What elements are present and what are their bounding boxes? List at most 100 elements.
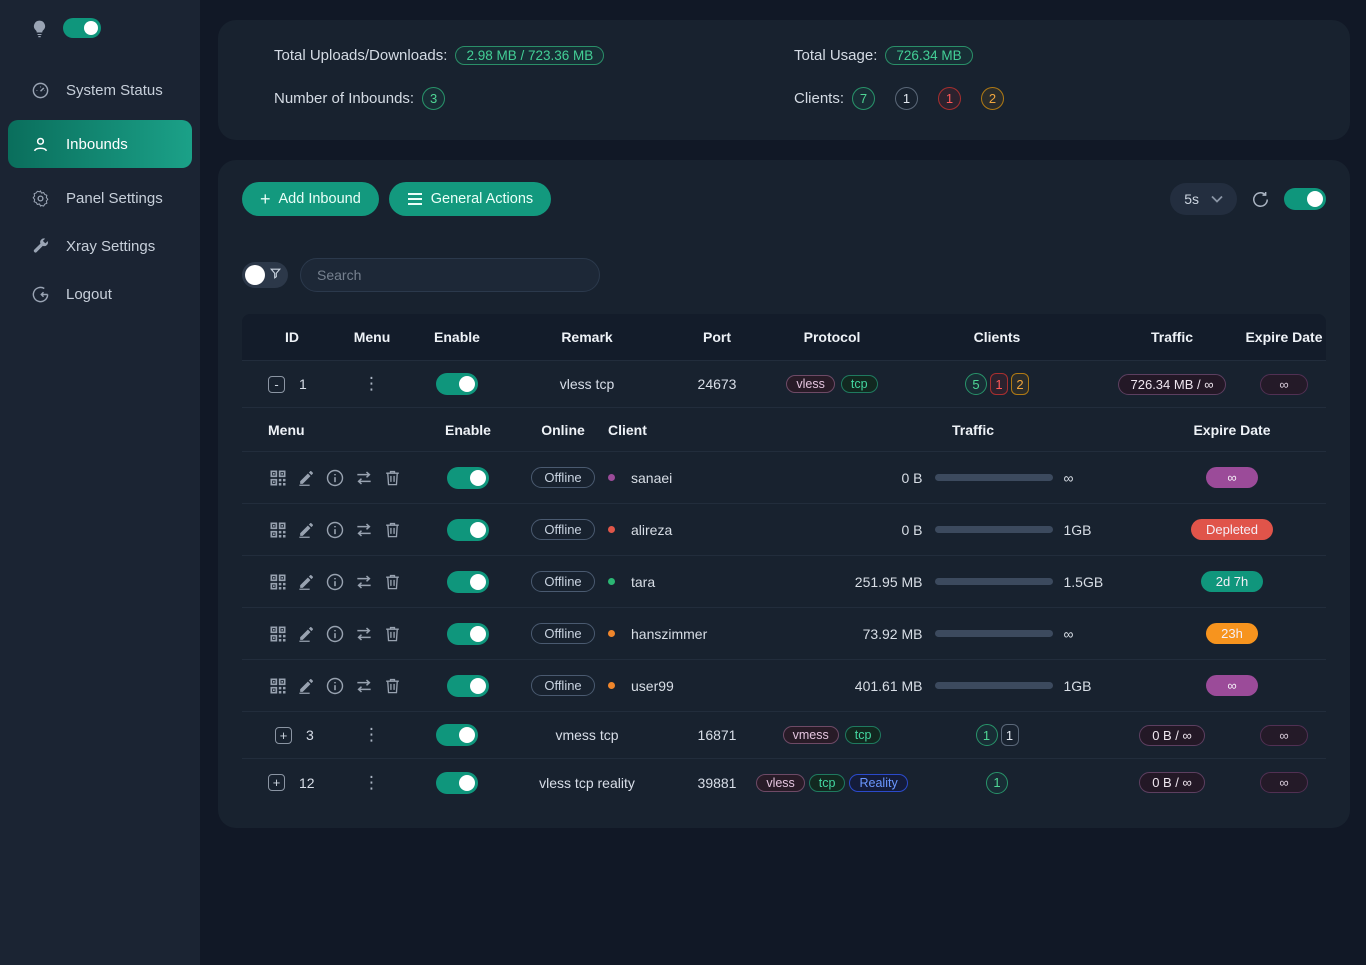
inbounds-table-header: ID Menu Enable Remark Port Protocol Clie… [242, 314, 1326, 361]
main-content: Total Uploads/Downloads: 2.98 MB / 723.3… [200, 0, 1366, 965]
traffic-used: 251.95 MB [854, 573, 923, 590]
info-icon[interactable] [325, 676, 345, 696]
client-enable-toggle[interactable] [447, 622, 489, 645]
reset-traffic-icon[interactable] [354, 676, 374, 696]
client-name: alireza [631, 521, 673, 538]
col-header-clients: Clients [973, 329, 1021, 345]
protocol-badge: vless [786, 375, 835, 393]
sidebar-item-inbounds[interactable]: Inbounds [8, 120, 192, 168]
expand-row-button[interactable]: + [268, 774, 285, 791]
sidebar-item-xray-settings[interactable]: Xray Settings [0, 222, 200, 270]
delete-icon[interactable] [383, 572, 402, 591]
qrcode-icon[interactable] [268, 624, 288, 644]
traffic-bar [934, 474, 1053, 481]
qrcode-icon[interactable] [268, 676, 288, 696]
inbound-remark: vless tcp [559, 376, 615, 392]
traffic-badge: 726.34 MB / ∞ [1117, 373, 1227, 395]
general-actions-button[interactable]: General Actions [388, 182, 552, 216]
person-icon [30, 134, 50, 154]
reset-traffic-icon[interactable] [354, 520, 374, 540]
refresh-interval-select[interactable]: 5s [1170, 183, 1237, 215]
expire-badge: ∞ [1206, 675, 1258, 696]
clients-count-active: 7 [852, 87, 876, 110]
refresh-icon[interactable] [1251, 190, 1270, 209]
sidebar-item-label: Xray Settings [66, 237, 156, 255]
row-menu-icon[interactable]: ⋮ [363, 725, 381, 744]
inbound-id: 12 [299, 774, 315, 791]
edit-icon[interactable] [297, 520, 316, 539]
inbound-enable-toggle[interactable] [436, 771, 478, 794]
delete-icon[interactable] [383, 468, 402, 487]
expire-badge: ∞ [1260, 373, 1308, 395]
number-of-inbounds-value: 3 [422, 87, 446, 110]
info-icon[interactable] [325, 468, 345, 488]
col-header-id: ID [285, 329, 299, 345]
protocol-badge: vmess [782, 726, 839, 744]
delete-icon[interactable] [383, 520, 402, 539]
col-header-remark: Remark [561, 329, 613, 345]
inbound-row: - 1 ⋮ vless tcp 24673 vless tcp 5 1 2 72… [242, 361, 1326, 408]
sidebar-item-system-status[interactable]: System Status [0, 66, 200, 114]
row-menu-icon[interactable]: ⋮ [363, 772, 381, 792]
qrcode-icon[interactable] [268, 520, 288, 540]
expand-row-button[interactable]: + [275, 726, 292, 744]
client-dot [608, 682, 615, 689]
sidebar-item-logout[interactable]: Logout [0, 270, 200, 318]
subcol-header-expire-date: Expire Date [1193, 421, 1271, 438]
inbound-port: 24673 [697, 376, 737, 392]
info-icon[interactable] [325, 520, 345, 540]
expire-badge: ∞ [1260, 772, 1308, 793]
clients-count-expiring: 2 [981, 87, 1005, 110]
total-uploads-downloads-label: Total Uploads/Downloads: [274, 47, 448, 64]
collapse-row-button[interactable]: - [268, 375, 285, 393]
clients-count-deactive: 1 [895, 87, 919, 110]
search-input[interactable] [300, 258, 600, 292]
client-name: tara [631, 573, 656, 590]
reset-traffic-icon[interactable] [354, 624, 374, 644]
client-enable-toggle[interactable] [447, 466, 489, 489]
col-header-port: Port [703, 329, 731, 345]
info-icon[interactable] [325, 624, 345, 644]
inbound-enable-toggle[interactable] [436, 373, 478, 395]
inbound-row: + 12 ⋮ vless tcp reality 39881 vless tcp… [242, 759, 1326, 806]
expire-badge: 2d 7h [1200, 571, 1264, 592]
row-menu-icon[interactable]: ⋮ [363, 374, 381, 393]
edit-icon[interactable] [297, 624, 316, 643]
inbound-enable-toggle[interactable] [436, 724, 478, 746]
edit-icon[interactable] [297, 468, 316, 487]
expire-badge: ∞ [1260, 724, 1308, 746]
expire-badge: 23h [1206, 623, 1258, 644]
client-enable-toggle[interactable] [447, 674, 489, 697]
sidebar-item-label: System Status [66, 81, 163, 99]
auto-refresh-toggle[interactable] [1284, 188, 1326, 210]
add-inbound-button[interactable]: + Add Inbound [242, 182, 379, 216]
traffic-badge: 0 B / ∞ [1139, 724, 1205, 746]
client-enable-toggle[interactable] [447, 518, 489, 541]
sidebar-item-panel-settings[interactable]: Panel Settings [0, 174, 200, 222]
protocol-badge: vless [756, 773, 805, 792]
reset-traffic-icon[interactable] [354, 572, 374, 592]
reset-traffic-icon[interactable] [354, 468, 374, 488]
delete-icon[interactable] [383, 624, 402, 643]
traffic-bar [934, 578, 1053, 585]
sidebar-item-label: Logout [66, 285, 112, 303]
edit-icon[interactable] [297, 572, 316, 591]
delete-icon[interactable] [383, 676, 402, 695]
client-count-badge: 1 [986, 771, 1008, 794]
protocol-badge: tcp [840, 375, 878, 393]
subcol-header-traffic: Traffic [951, 421, 994, 438]
plus-icon: + [260, 189, 271, 209]
filter-toggle[interactable] [242, 262, 288, 288]
edit-icon[interactable] [297, 676, 316, 695]
info-icon[interactable] [325, 572, 345, 592]
client-count-badge: 1 [975, 724, 998, 746]
theme-toggle[interactable] [63, 18, 101, 38]
client-count-badge: 5 [965, 373, 987, 395]
qrcode-icon[interactable] [268, 572, 288, 592]
traffic-bar [934, 630, 1053, 637]
general-actions-label: General Actions [430, 191, 534, 207]
client-row: Offline user99 401.61 MB 1GB ∞ [242, 660, 1326, 712]
qrcode-icon[interactable] [268, 468, 288, 488]
client-dot [608, 578, 615, 585]
client-enable-toggle[interactable] [447, 570, 489, 593]
